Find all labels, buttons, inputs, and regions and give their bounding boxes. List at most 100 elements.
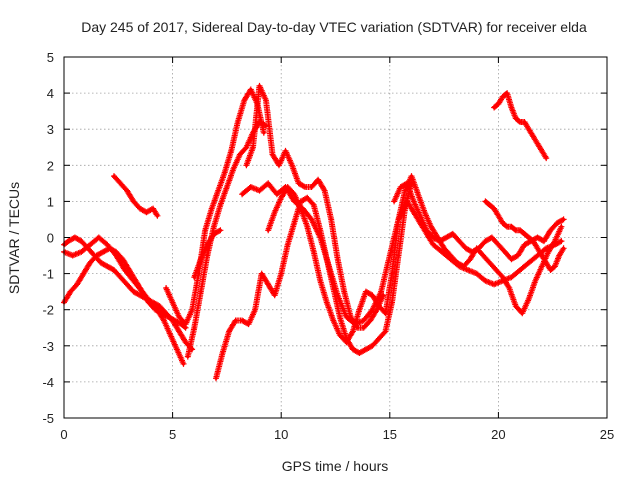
data-point	[210, 207, 214, 211]
data-point	[205, 253, 209, 258]
data-point	[357, 308, 361, 312]
data-point	[496, 243, 500, 247]
data-point	[451, 232, 455, 236]
data-point	[231, 167, 236, 171]
data-point	[544, 246, 548, 250]
data-point	[362, 326, 366, 330]
data-point	[416, 192, 420, 196]
data-point	[223, 170, 227, 175]
data-point	[522, 243, 527, 247]
data-point	[277, 163, 281, 167]
data-point	[403, 188, 407, 193]
data-point	[509, 257, 514, 261]
data-point	[379, 290, 383, 294]
data-point	[266, 282, 270, 287]
data-point	[553, 239, 557, 243]
data-point	[292, 221, 296, 225]
x-tick-label: 20	[491, 427, 505, 442]
y-tick-label: -3	[42, 339, 54, 354]
data-point	[557, 253, 561, 258]
data-point	[131, 290, 136, 294]
data-point	[377, 304, 381, 308]
data-point	[548, 268, 553, 272]
data-point	[290, 163, 294, 167]
data-point	[79, 239, 83, 243]
data-point	[540, 149, 544, 153]
data-point	[244, 163, 249, 167]
data-point	[75, 282, 79, 287]
data-point	[518, 228, 522, 232]
data-point	[414, 214, 418, 218]
data-point	[509, 105, 514, 110]
data-point	[462, 264, 466, 268]
data-point	[483, 279, 487, 283]
data-point	[251, 145, 255, 149]
data-point	[88, 243, 92, 247]
data-point	[531, 239, 535, 243]
data-point	[286, 243, 290, 247]
data-point	[351, 329, 355, 333]
data-point	[292, 192, 296, 196]
data-point	[123, 268, 127, 272]
data-point	[431, 235, 435, 240]
data-point	[405, 181, 409, 185]
data-point	[318, 235, 322, 240]
data-point	[548, 228, 553, 232]
data-point	[279, 196, 283, 200]
data-point	[238, 152, 242, 157]
data-point	[168, 333, 173, 337]
data-point	[375, 308, 379, 312]
data-point	[483, 239, 487, 243]
y-tick-label: 2	[47, 158, 54, 173]
data-point	[399, 185, 403, 189]
data-point	[342, 290, 346, 294]
data-point	[184, 326, 188, 330]
data-point	[501, 221, 505, 225]
data-point	[283, 149, 288, 153]
data-point	[527, 235, 531, 240]
data-point	[155, 308, 159, 312]
data-point	[535, 246, 540, 250]
data-point	[522, 232, 527, 236]
data-point	[94, 253, 99, 258]
data-point	[466, 268, 470, 272]
data-point	[275, 192, 279, 196]
data-point	[514, 228, 518, 232]
data-point	[535, 142, 540, 146]
data-point	[305, 225, 309, 229]
data-point	[125, 188, 129, 193]
data-point	[266, 181, 270, 185]
data-point	[181, 362, 186, 366]
data-point	[503, 250, 507, 254]
data-point	[105, 243, 110, 247]
data-point	[286, 185, 290, 189]
data-point	[303, 185, 307, 189]
data-point	[455, 261, 459, 265]
series-track-4	[111, 173, 161, 219]
data-point	[362, 318, 366, 323]
series-track-9	[243, 82, 387, 331]
data-point	[296, 181, 301, 185]
data-point	[409, 174, 414, 178]
data-point	[444, 235, 448, 240]
data-point	[260, 272, 264, 276]
y-tick-label: -1	[42, 267, 54, 282]
data-point	[507, 286, 511, 290]
data-point	[299, 207, 303, 211]
data-point	[247, 322, 251, 326]
chart-title: Day 245 of 2017, Sidereal Day-to-day VTE…	[81, 19, 587, 35]
data-point	[184, 322, 188, 326]
data-point	[405, 199, 409, 203]
data-point	[392, 199, 396, 203]
series-track-11	[265, 173, 565, 346]
data-point	[492, 207, 496, 211]
data-point	[192, 326, 196, 330]
data-point	[236, 120, 240, 124]
data-point	[488, 261, 492, 265]
data-point	[240, 192, 244, 196]
data-point	[559, 239, 563, 243]
y-tick-label: -4	[42, 375, 54, 390]
data-point	[325, 300, 329, 305]
data-point	[166, 315, 170, 319]
x-axis-label: GPS time / hours	[282, 458, 389, 474]
